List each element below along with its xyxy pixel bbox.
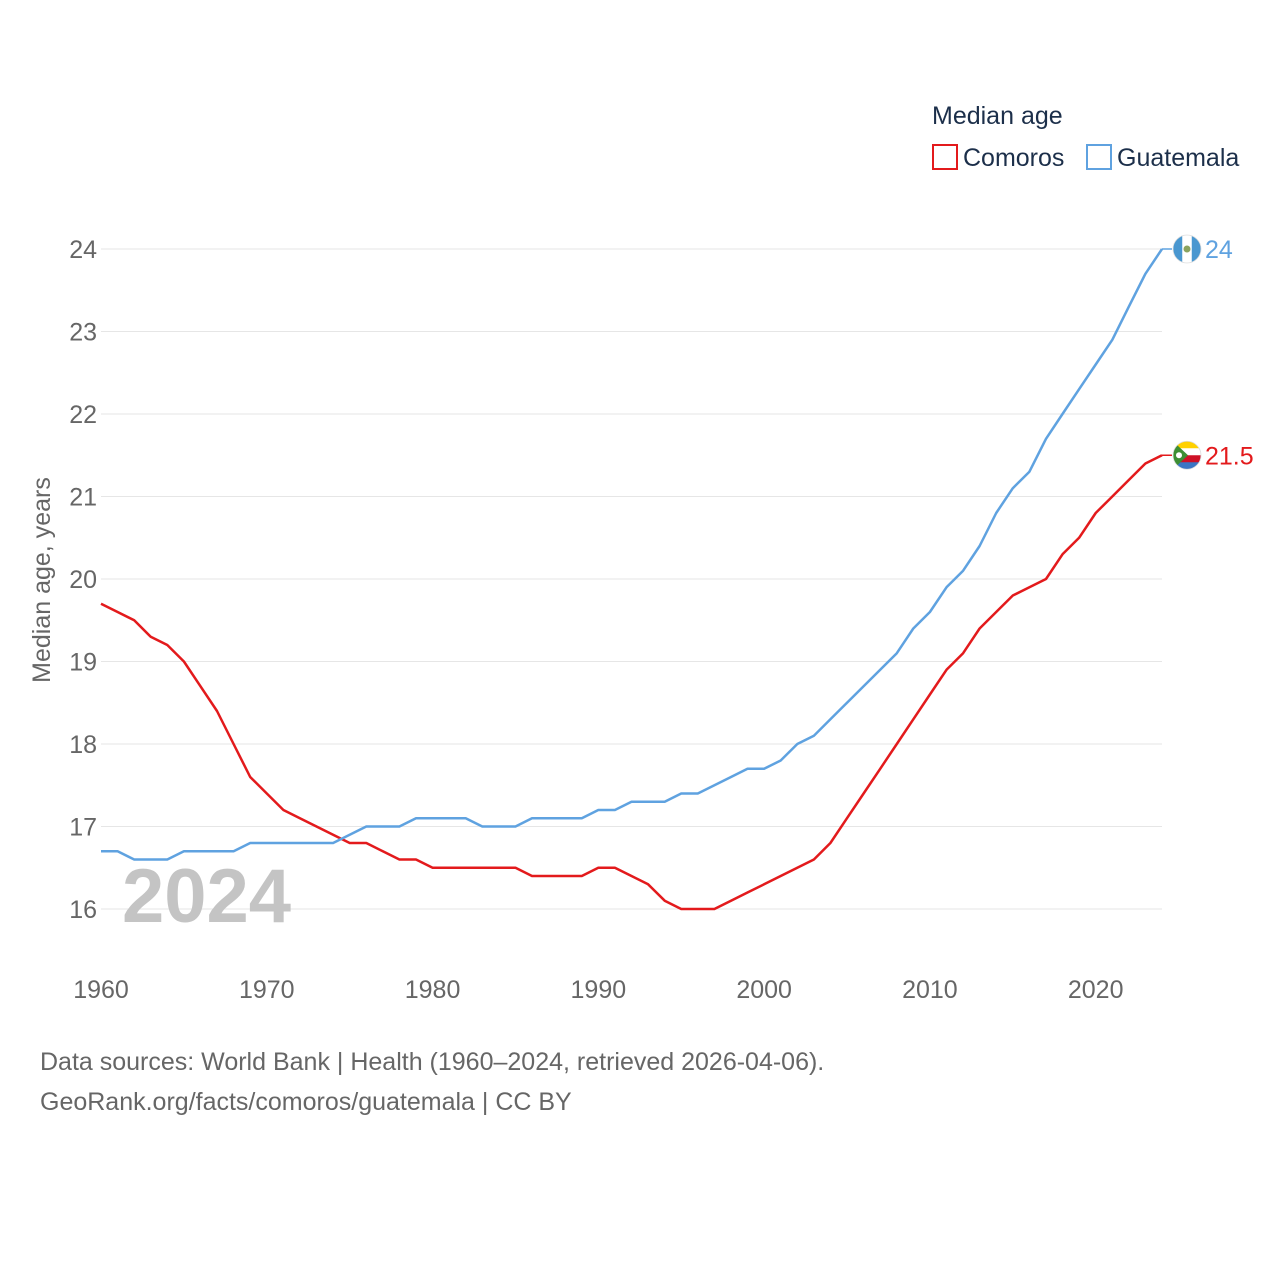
- series-line-comoros[interactable]: [100, 454, 1163, 911]
- legend-item-comoros[interactable]: Comoros: [932, 144, 1064, 172]
- x-tick-label: 1970: [239, 976, 295, 1004]
- end-value-label-comoros: 21.5: [1205, 442, 1254, 470]
- legend-swatch-guatemala: [1086, 144, 1112, 170]
- series-lines: [100, 248, 1164, 911]
- year-watermark: 2024: [122, 854, 291, 939]
- y-tick-label: 23: [69, 319, 97, 347]
- y-tick-label: 20: [69, 566, 97, 594]
- y-axis-label: Median age, years: [28, 477, 56, 683]
- x-tick-label: 2000: [736, 976, 792, 1004]
- legend-title: Median age: [932, 102, 1063, 130]
- grid-lines: [101, 248, 1162, 910]
- y-tick-label: 17: [69, 814, 97, 842]
- guatemala-flag-icon: [1173, 235, 1201, 263]
- series-line-guatemala[interactable]: [101, 248, 1164, 861]
- comoros-flag-icon: [1173, 441, 1201, 470]
- y-tick-label: 19: [69, 649, 97, 677]
- data-sources-note: Data sources: World Bank | Health (1960–…: [40, 1048, 825, 1076]
- x-tick-label: 2020: [1068, 976, 1124, 1004]
- x-tick-label: 1980: [405, 976, 461, 1004]
- flag-border: [1172, 234, 1202, 264]
- legend-label-guatemala: Guatemala: [1117, 144, 1239, 172]
- x-tick-label: 1960: [73, 976, 129, 1004]
- x-tick-label: 2010: [902, 976, 958, 1004]
- series-end-markers: 21.5 24: [1162, 234, 1254, 470]
- end-value-label-guatemala: 24: [1205, 236, 1233, 264]
- y-tick-label: 24: [69, 236, 97, 264]
- legend-swatch-comoros: [932, 144, 958, 170]
- y-tick-label: 21: [69, 484, 97, 512]
- legend-label-comoros: Comoros: [963, 144, 1064, 172]
- legend-item-guatemala[interactable]: Guatemala: [1086, 144, 1239, 172]
- flag-border: [1172, 440, 1202, 470]
- credit-link[interactable]: GeoRank.org/facts/comoros/guatemala | CC…: [40, 1088, 572, 1116]
- x-tick-label: 1990: [571, 976, 627, 1004]
- legend: Median age Comoros Guatemala: [932, 102, 1239, 172]
- x-axis-ticks: 1960 1970 1980 1990 2000 2010 2020: [73, 976, 1123, 1004]
- y-tick-label: 16: [69, 896, 97, 924]
- y-tick-label: 22: [69, 401, 97, 429]
- y-tick-label: 18: [69, 731, 97, 759]
- y-axis-ticks: 16 17 18 19 20 21 22 23 24: [69, 236, 97, 924]
- footer: Data sources: World Bank | Health (1960–…: [40, 1042, 824, 1122]
